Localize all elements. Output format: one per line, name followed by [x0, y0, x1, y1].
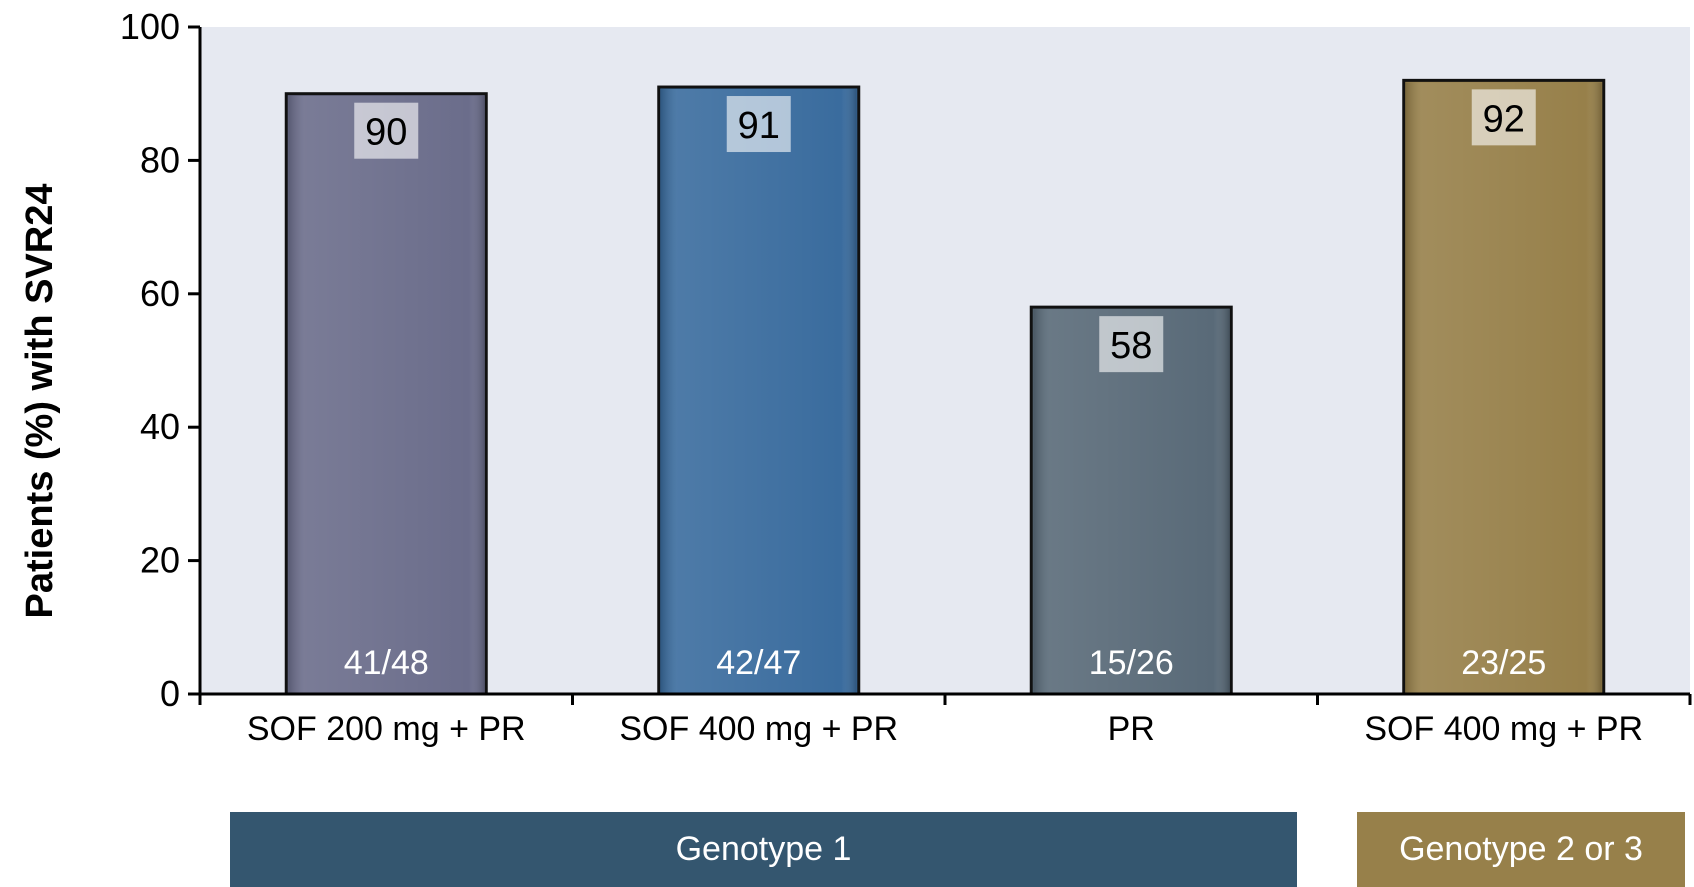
y-tick-label-60: 60 [140, 273, 180, 314]
count-label-3: 15/26 [1089, 644, 1174, 682]
value-label-2: 91 [738, 105, 780, 147]
y-tick-label-20: 20 [140, 540, 180, 581]
y-tick-label-40: 40 [140, 406, 180, 447]
category-label-4: SOF 400 mg + PR [1364, 710, 1643, 748]
value-label-3: 58 [1110, 325, 1152, 367]
bar-shading-1 [288, 96, 484, 694]
category-label-2: SOF 400 mg + PR [619, 710, 898, 748]
group-label-genotype-2-or-3: Genotype 2 or 3 [1399, 830, 1643, 869]
bar-shading-2 [661, 89, 857, 694]
bar-shading-4 [1406, 82, 1602, 694]
y-tick-label-80: 80 [140, 139, 180, 180]
count-label-4: 23/25 [1461, 644, 1546, 682]
y-tick-label-0: 0 [160, 673, 180, 714]
value-label-4: 92 [1483, 98, 1525, 140]
count-label-2: 42/47 [716, 644, 801, 682]
y-tick-label-100: 100 [120, 6, 180, 47]
y-axis-label: Patients (%) with SVR24 [19, 184, 61, 619]
category-label-3: PR [1108, 710, 1155, 748]
group-label-genotype-1: Genotype 1 [676, 830, 852, 869]
group-band-genotype-2-or-3: Genotype 2 or 3 [1357, 812, 1685, 887]
group-band-genotype-1: Genotype 1 [230, 812, 1297, 887]
category-label-1: SOF 200 mg + PR [247, 710, 526, 748]
value-label-1: 90 [365, 112, 407, 154]
count-label-1: 41/48 [344, 644, 429, 682]
